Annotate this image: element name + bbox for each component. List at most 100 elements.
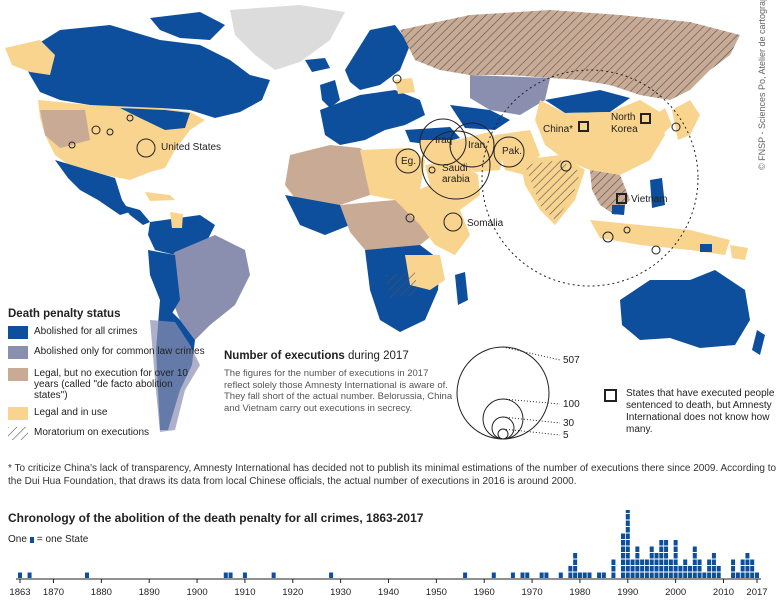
scale-leader-100 — [502, 398, 561, 405]
chronology-state-square — [544, 572, 549, 578]
scale-leader-5 — [502, 428, 561, 436]
circle-india — [560, 160, 572, 172]
chronology-state-square — [750, 559, 755, 565]
one-label: One — [8, 534, 27, 545]
chronology-state-square — [678, 572, 683, 578]
execution-circles — [68, 69, 699, 287]
chronology-state-square — [668, 572, 673, 578]
chronology-state-square — [625, 540, 630, 546]
chronology-state-square — [707, 559, 712, 565]
one-state-label: = one State — [36, 534, 89, 545]
belarus — [395, 78, 415, 94]
iran — [455, 132, 505, 172]
chronology-title: Chronology of the abolition of the death… — [8, 511, 424, 525]
circle-us-state-2 — [106, 128, 114, 136]
chronology-state-square — [707, 572, 712, 578]
square-china — [578, 121, 589, 132]
australia — [620, 270, 750, 348]
chronology-state-square — [625, 520, 630, 526]
circle-sudan — [405, 213, 415, 223]
square-note: States that have executed people sentenc… — [626, 388, 775, 435]
chronology-state-square — [329, 572, 334, 578]
legend-item-legal-in-use: Legal and in use — [8, 407, 218, 420]
chronology-state-square — [692, 572, 697, 578]
chronology-state-square — [688, 572, 692, 578]
chronology-tick-label: 2010 — [713, 587, 734, 598]
executions-title-bold: Number of executions — [224, 350, 345, 362]
swatch-abolished-all — [8, 326, 28, 339]
label-pakistan: Pak. — [502, 146, 522, 157]
chronology-state-square — [755, 572, 759, 578]
chronology-state-square — [625, 553, 630, 559]
canada — [20, 25, 270, 118]
chronology-state-square — [711, 566, 716, 572]
executions-title-rest: during 2017 — [344, 350, 409, 362]
chronology-state-square — [640, 559, 645, 565]
chronology-state-square — [635, 553, 640, 559]
circle-somalia — [443, 212, 463, 232]
chronology-state-square — [673, 553, 678, 559]
chronology-state-square — [611, 559, 616, 565]
chronology-state-square — [582, 572, 587, 578]
chronology-state-square — [659, 572, 664, 578]
chronology-state-square — [242, 572, 247, 578]
chronology-state-square — [740, 559, 745, 565]
chronology-state-square — [520, 572, 525, 578]
chronology-state-square — [731, 572, 736, 578]
chronology-state-square — [271, 572, 276, 578]
chronology-state-square — [587, 572, 592, 578]
greenland — [230, 5, 345, 70]
chronology-state-square — [577, 572, 582, 578]
chronology-state-square — [659, 540, 664, 546]
chronology-state-square — [625, 514, 630, 520]
circle-jordan — [428, 166, 436, 174]
chronology-state-square — [223, 572, 228, 578]
chronology-state-square — [644, 566, 649, 572]
png — [730, 245, 748, 260]
label-saudi-arabia-1: Saudi — [442, 163, 468, 174]
circle-egypt — [395, 148, 421, 174]
scale-circle-507 — [456, 346, 550, 440]
chronology-state-square — [654, 553, 659, 559]
chronology-state-square — [625, 546, 630, 552]
legend-item-moratorium: Moratorium on executions — [8, 427, 218, 440]
chronology-state-square — [716, 566, 721, 572]
chronology-tick-label: 2017 — [746, 587, 767, 598]
label-north-korea-2: Korea — [611, 124, 638, 135]
circle-pakistan — [493, 136, 525, 168]
chronology-state-square — [491, 572, 496, 578]
chronology-state-square — [673, 546, 678, 552]
swatch-de-facto — [8, 368, 28, 381]
chronology-state-square — [683, 559, 688, 565]
swatch-abolished-common — [8, 346, 28, 359]
square-vietnam — [616, 193, 627, 204]
chronology-state-square — [621, 533, 625, 539]
chronology-state-square — [664, 559, 669, 565]
chronology-state-square — [18, 572, 22, 578]
chronology-tick-label: 1940 — [378, 587, 399, 598]
us-abolitionist-states — [120, 108, 190, 130]
chronology-state-square — [573, 553, 578, 559]
chronology-state-square — [664, 540, 669, 546]
chronology-state-square — [683, 566, 688, 572]
uk-ireland — [320, 80, 340, 108]
chronology-state-square — [711, 559, 716, 565]
chronology-state-square — [654, 566, 659, 572]
chronology-state-square — [740, 566, 745, 572]
chronology-state-square — [644, 572, 649, 578]
new-zealand — [752, 330, 765, 355]
chronology-state-square — [731, 559, 736, 565]
chronology-state-square — [568, 572, 573, 578]
chronology-tick-label: 1880 — [91, 587, 112, 598]
executions-title: Number of executions during 2017 — [224, 350, 409, 362]
chronology-state-square — [731, 566, 736, 572]
scale-label-100: 100 — [563, 399, 580, 410]
zambia-moratorium — [385, 272, 418, 298]
chronology-state-square — [707, 566, 712, 572]
russia-moratorium — [400, 10, 740, 100]
madagascar — [455, 272, 468, 305]
unknown-count-squares — [578, 113, 651, 204]
chronology-state-square — [621, 553, 625, 559]
china — [535, 100, 665, 175]
legend-label: Legal and in use — [34, 407, 108, 418]
